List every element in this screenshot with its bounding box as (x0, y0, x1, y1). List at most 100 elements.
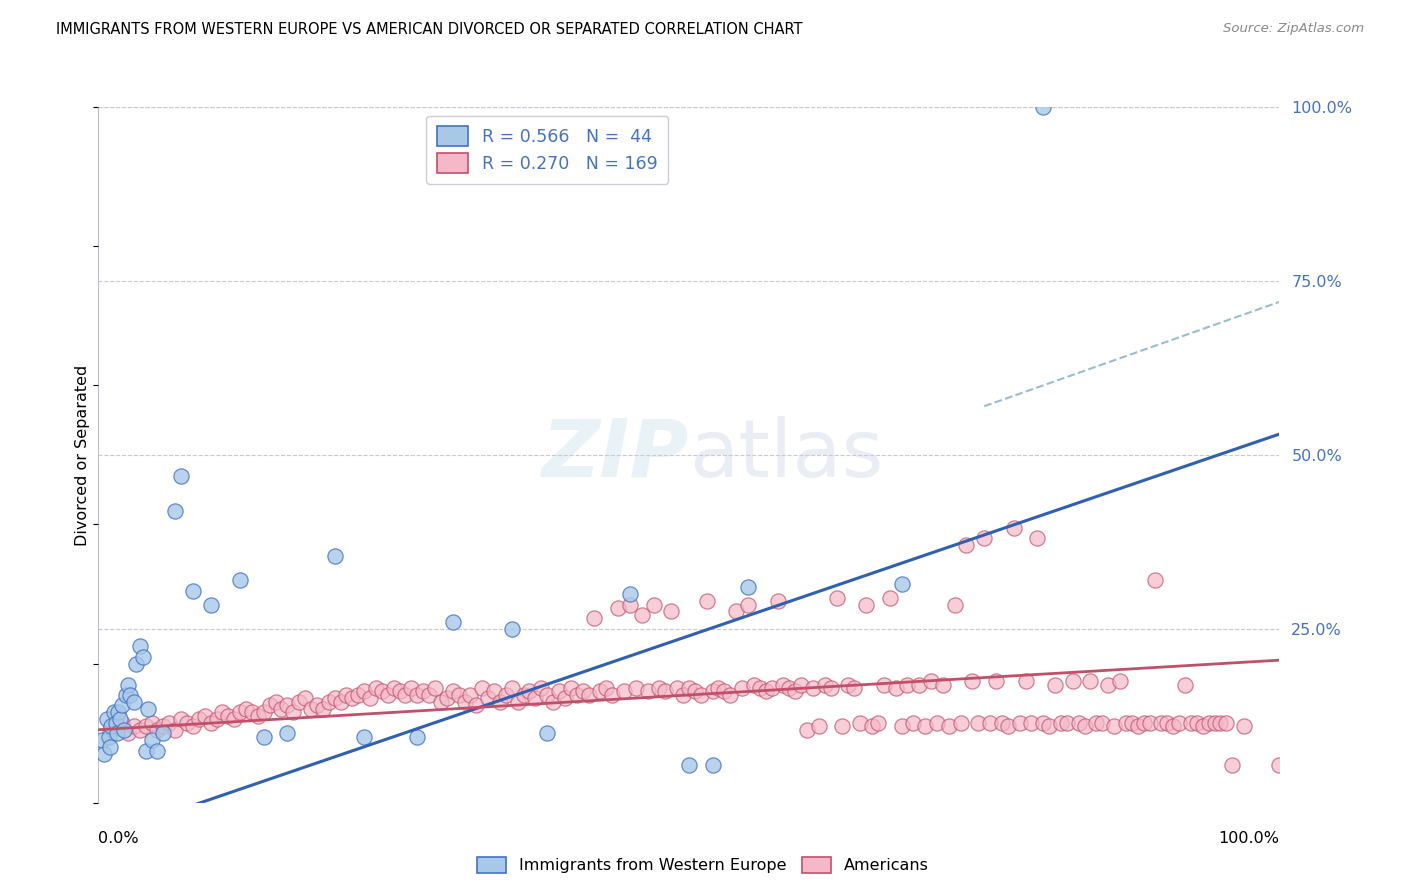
Point (1085, 715, 1108, 730)
Point (423, 681, 446, 695)
Point (1204, 715, 1226, 730)
Point (107, 706, 129, 720)
Point (108, 712, 131, 726)
Point (849, 715, 872, 730)
Point (1268, 757, 1291, 772)
Point (814, 677, 837, 691)
Point (253, 730, 276, 744)
Y-axis label: Divorced or Separated: Divorced or Separated (75, 364, 90, 546)
Point (103, 706, 125, 720)
Point (1002, 521, 1025, 535)
Point (477, 691, 499, 706)
Point (246, 708, 269, 723)
Point (654, 684, 676, 698)
Point (1014, 674, 1036, 689)
Point (796, 723, 818, 737)
Point (305, 698, 328, 713)
Point (187, 712, 209, 726)
Point (1185, 715, 1208, 730)
Point (1038, 719, 1060, 733)
Point (401, 681, 423, 695)
Point (1115, 715, 1137, 730)
Point (536, 688, 558, 702)
Point (371, 684, 394, 698)
Point (506, 695, 529, 709)
Point (465, 698, 488, 713)
Point (807, 719, 830, 733)
Point (737, 580, 759, 594)
Point (105, 715, 128, 730)
Point (1191, 719, 1213, 733)
Point (519, 684, 541, 698)
Point (98, 730, 121, 744)
Point (447, 688, 470, 702)
Point (1032, 100, 1054, 114)
Point (117, 677, 139, 691)
Point (299, 702, 322, 716)
Point (394, 688, 416, 702)
Point (453, 695, 475, 709)
Point (648, 681, 671, 695)
Point (436, 691, 458, 706)
Legend: Immigrants from Western Europe, Americans: Immigrants from Western Europe, American… (471, 850, 935, 880)
Point (536, 726, 558, 740)
Point (112, 723, 135, 737)
Point (217, 708, 239, 723)
Point (157, 715, 180, 730)
Point (1026, 532, 1049, 546)
Point (323, 549, 346, 563)
Point (283, 706, 305, 720)
Point (91, 733, 114, 747)
Point (253, 706, 276, 720)
Legend: R = 0.566   N =  44, R = 0.270   N = 169: R = 0.566 N = 44, R = 0.270 N = 169 (426, 116, 668, 184)
Point (135, 744, 157, 758)
Point (855, 598, 877, 612)
Point (837, 677, 859, 691)
Point (583, 611, 606, 625)
Point (560, 681, 582, 695)
Point (264, 695, 287, 709)
Point (725, 605, 748, 619)
Point (111, 715, 134, 730)
Point (471, 681, 494, 695)
Point (1008, 715, 1031, 730)
Point (1168, 715, 1191, 730)
Point (955, 538, 977, 552)
Point (382, 681, 405, 695)
Point (624, 681, 647, 695)
Point (482, 684, 505, 698)
Point (342, 691, 364, 706)
Point (589, 684, 612, 698)
Point (1121, 715, 1143, 730)
Point (548, 684, 571, 698)
Point (412, 684, 434, 698)
Point (943, 598, 966, 612)
Point (128, 639, 150, 653)
Point (353, 730, 375, 744)
Point (1091, 715, 1114, 730)
Point (377, 688, 399, 702)
Point (860, 719, 883, 733)
Point (1156, 715, 1178, 730)
Point (932, 677, 955, 691)
Point (554, 691, 576, 706)
Point (637, 684, 659, 698)
Point (785, 684, 807, 698)
Point (967, 715, 990, 730)
Point (122, 695, 145, 709)
Point (364, 681, 387, 695)
Point (111, 698, 134, 713)
Point (152, 719, 174, 733)
Point (132, 649, 155, 664)
Point (235, 702, 257, 716)
Point (128, 723, 150, 737)
Point (702, 684, 724, 698)
Point (165, 503, 187, 517)
Point (696, 594, 718, 608)
Point (105, 726, 128, 740)
Point (1097, 677, 1119, 691)
Point (731, 681, 754, 695)
Point (997, 719, 1019, 733)
Point (418, 688, 440, 702)
Point (1144, 573, 1167, 587)
